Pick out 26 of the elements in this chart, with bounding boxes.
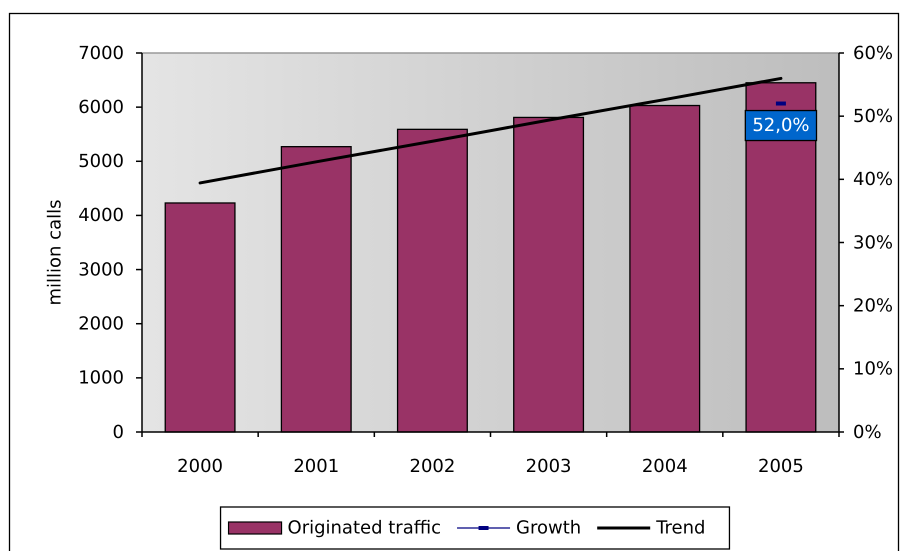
legend-label: Originated traffic <box>288 518 442 538</box>
legend-label: Growth <box>516 518 582 538</box>
x-tick-label: 2000 <box>177 456 223 477</box>
y2-tick-label: 0% <box>853 422 882 443</box>
y-tick-label: 0 <box>112 422 124 443</box>
y2-tick-label: 60% <box>853 42 894 64</box>
y-tick-label: 5000 <box>78 151 124 172</box>
y2-tick-label: 10% <box>853 358 894 380</box>
legend-label: Trend <box>655 518 706 538</box>
y2-tick-label: 40% <box>853 169 894 190</box>
y-tick-label: 7000 <box>78 42 124 64</box>
data-label: 52,0% <box>752 115 810 136</box>
y-tick-label: 2000 <box>78 313 124 334</box>
y2-tick-label: 20% <box>853 295 894 316</box>
y-tick-label: 3000 <box>78 259 124 280</box>
y-tick-label: 1000 <box>78 368 124 389</box>
y-tick-label: 4000 <box>78 205 124 226</box>
x-tick-label: 2002 <box>410 456 456 477</box>
y-tick-label: 6000 <box>78 96 124 118</box>
x-tick-label: 2004 <box>642 456 688 477</box>
y2-tick-label: 50% <box>853 106 894 127</box>
y2-tick-label: 30% <box>853 232 894 254</box>
x-tick-label: 2005 <box>758 456 804 477</box>
x-tick-label: 2003 <box>526 456 572 477</box>
x-tick-label: 2001 <box>293 456 340 477</box>
y-axis-title: million calls <box>44 200 66 306</box>
